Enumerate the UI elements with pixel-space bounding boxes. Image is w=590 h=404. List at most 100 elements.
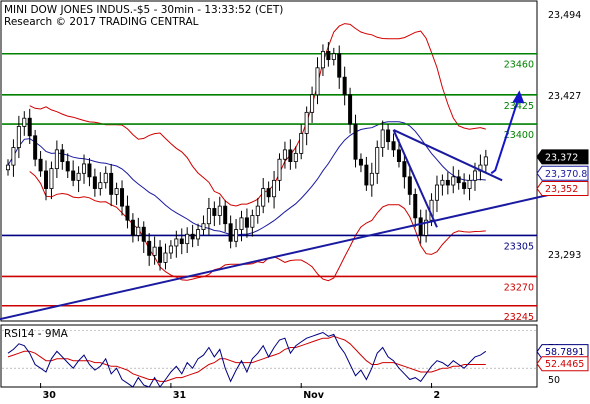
price-bar-body [33, 135, 38, 160]
price-bar-body [299, 133, 304, 154]
price-bar-body [141, 226, 146, 242]
price-bar-body [326, 51, 331, 61]
price-bar-body [217, 205, 222, 216]
main-panel-frame [0, 0, 538, 322]
price-bar-body [147, 240, 152, 256]
price-tag-label: 58.7891 [545, 347, 584, 358]
x-axis: 30 31 Nov 2 [40, 383, 441, 401]
price-bar-body [445, 179, 450, 186]
price-bar-body [310, 94, 315, 113]
chart-subtitle: Research © 2017 TRADING CENTRAL [4, 16, 199, 28]
level-label: 23425 [504, 101, 534, 112]
price-bar-body [250, 215, 255, 228]
price-bar-body [185, 233, 190, 245]
level-lines: 23460 23425 23400 23305 23270 23245 [2, 52, 537, 323]
price-bar-body [282, 149, 287, 160]
price-bar-body [190, 233, 195, 240]
level-label: 23305 [504, 241, 534, 252]
price-bar-body [244, 217, 249, 228]
price-bar-body [103, 172, 108, 184]
price-bar-body [6, 164, 11, 171]
level-label: 23400 [504, 130, 534, 141]
trendline [0, 193, 552, 321]
price-bar-body [109, 172, 114, 195]
price-bar-body [293, 152, 298, 162]
price-tag-box [536, 356, 589, 372]
price-bar-body [60, 149, 65, 162]
price-bar-body [407, 176, 412, 195]
price-bar-body [38, 158, 43, 172]
rsi-lines [2, 330, 537, 388]
level-label: 23460 [504, 60, 534, 71]
price-bar-body [413, 194, 418, 219]
rsi-line [7, 331, 487, 388]
x-tick-label: Nov [303, 390, 324, 400]
price-bar-body [71, 170, 76, 181]
price-bar-body [168, 245, 173, 254]
price-bar-body [320, 51, 325, 69]
price-bar-body [136, 226, 141, 236]
price-bar-body [483, 156, 488, 166]
price-bars [6, 42, 488, 271]
price-bar-body [228, 223, 233, 242]
price-bar-body [288, 149, 293, 162]
price-bar-body [348, 94, 353, 125]
price-bar-body [272, 179, 277, 198]
x-tick-label: 2 [434, 390, 441, 400]
price-bar-body [82, 163, 87, 174]
price-bar-body [44, 170, 49, 189]
price-bar-body [223, 205, 228, 225]
price-bar-body [315, 67, 320, 96]
trendline [393, 129, 503, 182]
projection-arrow-head [512, 90, 525, 104]
price-bar-body [380, 129, 385, 148]
price-tag-label: 52.4465 [545, 359, 584, 370]
price-bar-body [424, 219, 429, 236]
price-bar-body [364, 164, 369, 186]
price-bar-body [462, 182, 467, 189]
rsi-ma-line [7, 335, 486, 382]
price-tag-label: 23,352 [545, 184, 578, 195]
price-bar-body [98, 182, 103, 189]
price-bar-body [277, 158, 282, 181]
price-bar-body [342, 76, 347, 96]
price-bar-body [375, 147, 380, 174]
price-bar-body [22, 117, 27, 127]
rsi-y-tick-label: 50 [548, 375, 560, 386]
x-tick-label: 30 [43, 390, 57, 400]
projection-arrow-line [490, 98, 520, 175]
price-bar-body [196, 229, 201, 240]
price-bar-body [337, 53, 342, 78]
price-bar-body [261, 188, 266, 207]
bollinger-upper-line [29, 23, 486, 207]
y-tick-label: 23,293 [548, 250, 581, 261]
x-tick-label: 31 [173, 390, 186, 400]
price-tag-label: 23,372 [545, 152, 578, 163]
price-bar-body [76, 172, 81, 181]
price-bar-body [467, 179, 472, 189]
trendlines [0, 90, 552, 321]
price-bar-body [158, 246, 163, 263]
price-bar-body [65, 161, 70, 172]
level-label: 23245 [504, 312, 534, 323]
price-bar-body [402, 161, 407, 178]
price-bar-body [212, 208, 217, 216]
price-bar-body [396, 149, 401, 162]
price-bar-body [54, 149, 59, 170]
price-tag-box [536, 181, 589, 197]
price-bar-body [440, 179, 445, 186]
price-bar-body [87, 163, 92, 178]
rsi-title: RSI14 - 9MA [4, 328, 69, 340]
price-bar-body [451, 176, 456, 186]
price-bar-body [456, 176, 461, 184]
price-bar-body [266, 188, 271, 198]
price-bar-body [255, 205, 260, 216]
price-bar-body [331, 53, 336, 61]
price-bar-body [49, 168, 54, 189]
rsi-panel-frame [0, 324, 538, 388]
price-bar-body [418, 217, 423, 236]
price-bar-body [358, 158, 363, 166]
bollinger-lower-line [29, 171, 486, 282]
price-tag-box [536, 165, 589, 181]
